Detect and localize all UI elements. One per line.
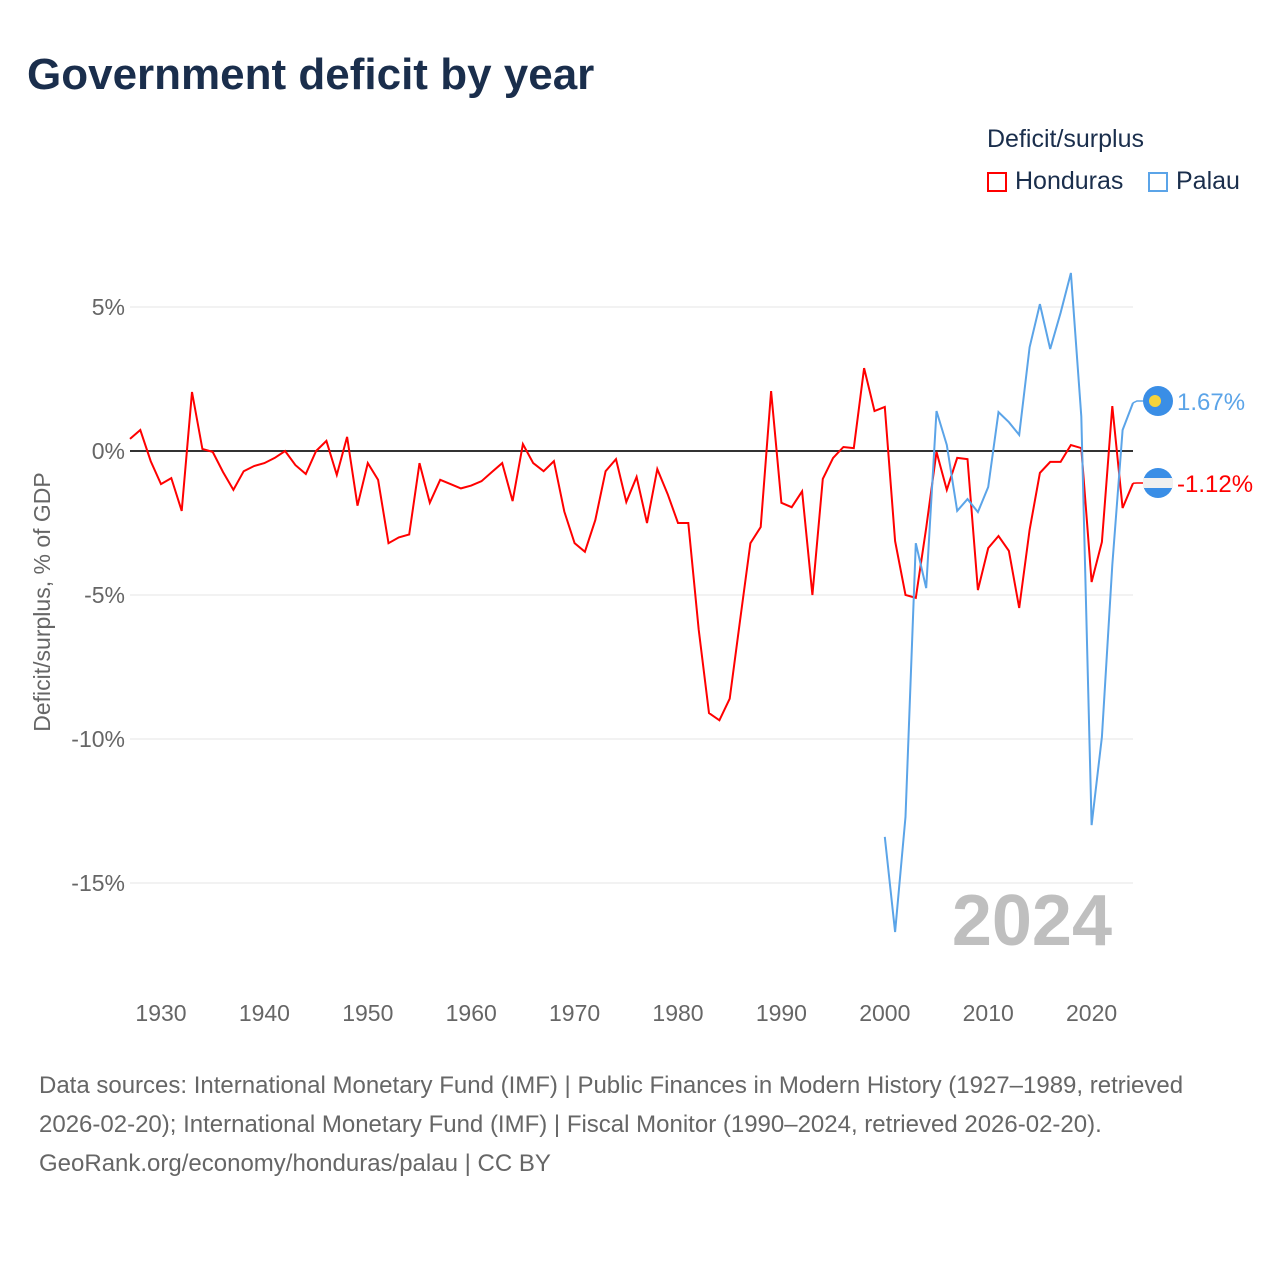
- legend-label: Palau: [1176, 167, 1240, 195]
- chart-plot: 5% 0% -5% -10% -15% 1930 1940 1950 1960 1970 1980 1…: [29, 272, 1253, 1026]
- flag-stripe: [1143, 478, 1173, 488]
- legend-item-honduras[interactable]: Honduras: [987, 167, 1123, 196]
- chart-title: Government deficit by year: [27, 50, 595, 99]
- x-tick-label: 1950: [342, 1000, 393, 1026]
- y-axis-label: Deficit/surplus, % of GDP: [29, 472, 55, 731]
- end-value-label: -1.12%: [1177, 471, 1253, 498]
- x-tick-label: 2010: [963, 1000, 1014, 1026]
- y-tick-label: -10%: [71, 726, 125, 752]
- x-tick-label: 1990: [756, 1000, 807, 1026]
- legend-swatch: [987, 171, 1007, 192]
- legend-title: Deficit/surplus: [987, 125, 1144, 153]
- source-text: Data sources: International Monetary Fun…: [39, 1072, 1184, 1138]
- legend-label: Honduras: [1015, 167, 1124, 195]
- legend-item-palau[interactable]: Palau: [1148, 167, 1240, 196]
- y-tick-label: -15%: [71, 870, 125, 896]
- x-tick-label: 2000: [859, 1000, 910, 1026]
- series-line-palau: [883, 272, 1134, 933]
- source-link[interactable]: GeoRank.org/economy/honduras/palau | CC …: [39, 1150, 551, 1177]
- flag-disc: [1149, 395, 1161, 407]
- x-tick-label: 1970: [549, 1000, 600, 1026]
- x-tick-label: 2020: [1066, 1000, 1117, 1026]
- end-label-connector: [1132, 400, 1143, 404]
- y-tick-label: -5%: [84, 582, 125, 608]
- y-tick-label: 5%: [92, 294, 125, 320]
- x-tick-label: 1960: [446, 1000, 497, 1026]
- x-tick-label: 1940: [239, 1000, 290, 1026]
- x-tick-label: 1980: [652, 1000, 703, 1026]
- y-tick-label: 0%: [92, 438, 125, 464]
- legend-swatch: [1148, 171, 1168, 192]
- year-watermark: 2024: [952, 881, 1112, 961]
- x-tick-label: 1930: [135, 1000, 186, 1026]
- series-line-honduras: [129, 367, 1134, 722]
- source-note: Data sources: International Monetary Fun…: [39, 1066, 1239, 1183]
- end-value-label: 1.67%: [1177, 389, 1245, 416]
